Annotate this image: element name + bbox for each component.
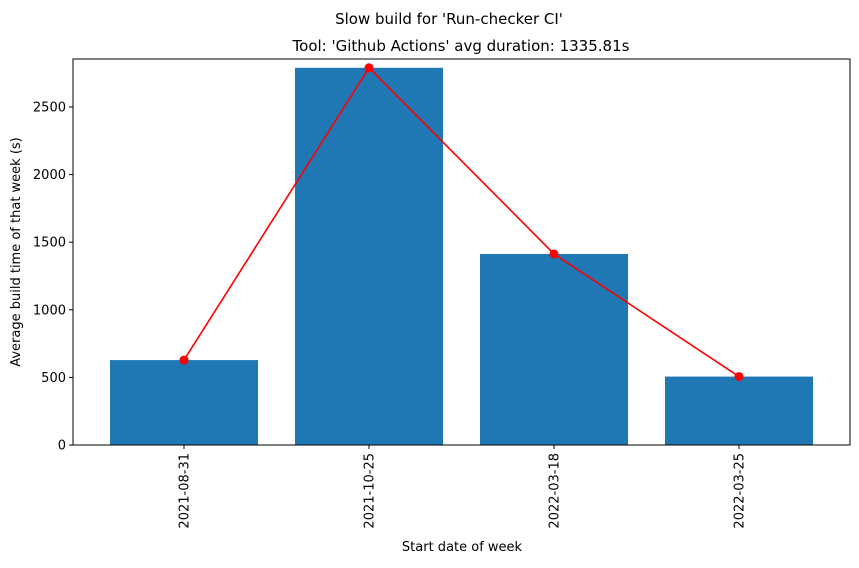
y-axis-label: Average build time of that week (s) — [9, 137, 24, 367]
chart-suptitle: Slow build for 'Run-checker CI' — [335, 10, 563, 28]
bar-2022-03-18 — [480, 253, 628, 445]
line-point-2021-10-25 — [364, 63, 374, 73]
bar-series — [110, 67, 813, 446]
x-tick-label-2021-08-31: 2021-08-31 — [178, 453, 193, 529]
plot-frame — [72, 58, 851, 446]
line-point-2021-08-31 — [179, 355, 189, 365]
line-series — [179, 63, 744, 382]
y-tick-label: 0 — [58, 439, 66, 454]
x-tick-label-2021-10-25: 2021-10-25 — [363, 453, 378, 529]
y-tick-label: 1500 — [33, 236, 66, 251]
line-point-2022-03-18 — [549, 249, 559, 259]
line-point-2022-03-25 — [734, 372, 744, 382]
bar-2021-08-31 — [110, 360, 258, 445]
trend-line — [183, 66, 740, 378]
x-axis: 2021-08-31 2021-10-25 2022-03-18 2022-03-25 — [178, 445, 748, 529]
y-axis: 0 500 1000 1500 2000 2500 — [33, 100, 73, 454]
bar-2022-03-25 — [665, 376, 813, 445]
x-tick-label-2022-03-25: 2022-03-25 — [733, 453, 748, 529]
y-tick-label: 500 — [41, 371, 66, 386]
x-axis-label: Start date of week — [402, 540, 523, 555]
y-tick-label: 2500 — [33, 100, 66, 115]
bar-2021-10-25 — [295, 67, 443, 446]
y-tick-label: 2000 — [33, 168, 66, 183]
x-tick-label-2022-03-18: 2022-03-18 — [548, 453, 563, 529]
chart-title: Tool: 'Github Actions' avg duration: 133… — [292, 37, 630, 55]
y-tick-label: 1000 — [33, 303, 66, 318]
